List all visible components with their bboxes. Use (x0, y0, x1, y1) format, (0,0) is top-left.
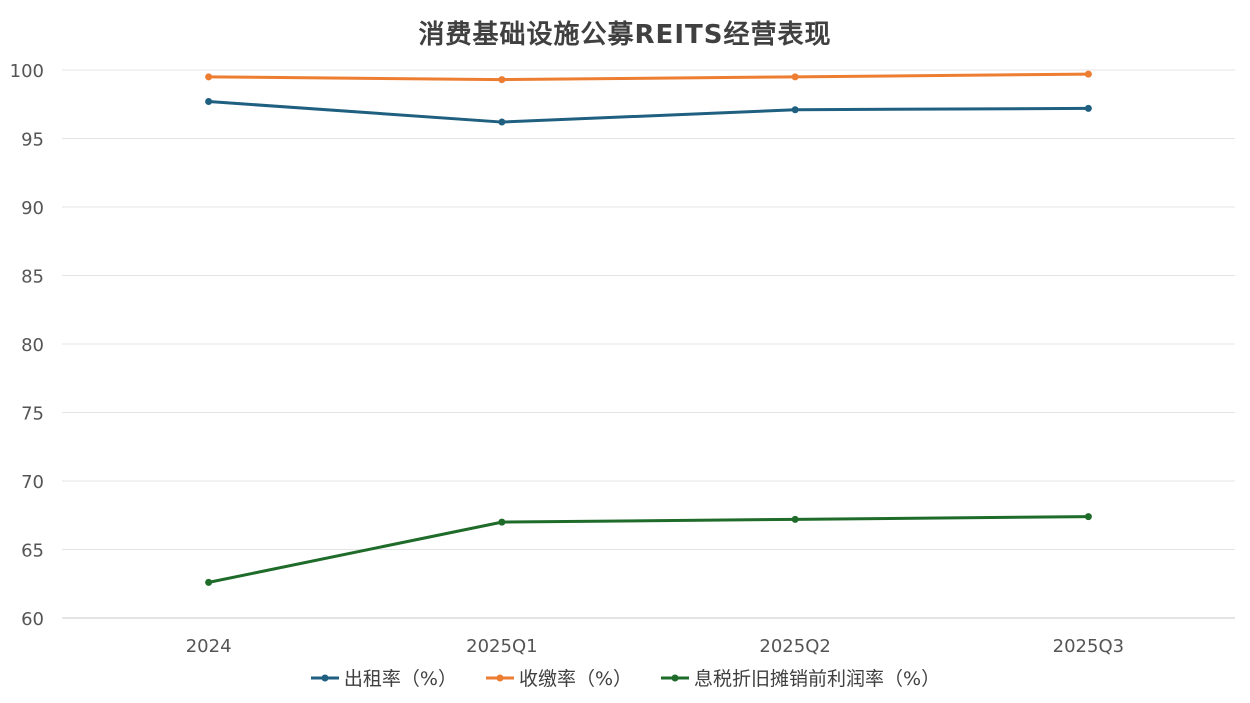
series-0 (205, 98, 1092, 126)
line-chart: 60 65 70 75 80 85 90 95 100 2024 2025Q1 2025Q2 2025… (10, 61, 1235, 657)
data-point (1084, 513, 1092, 521)
legend: 出租率（%） 收缴率（%） 息税折旧摊销前利润率（%） (0, 664, 1250, 691)
x-axis-ticks: 2024 2025Q1 2025Q2 2025Q3 (186, 636, 1124, 657)
data-point (1084, 104, 1092, 112)
legend-label: 收缴率（%） (518, 668, 633, 690)
y-tick-label: 60 (21, 609, 44, 630)
x-tick-label: 2025Q1 (466, 636, 537, 657)
data-point (791, 106, 799, 114)
series-line (208, 100, 1089, 124)
legend-item: 息税折旧摊销前利润率（%） (660, 664, 940, 691)
data-point (205, 73, 213, 81)
data-point (791, 515, 799, 523)
series-lines (205, 70, 1092, 586)
data-point (498, 76, 506, 84)
x-tick-label: 2025Q3 (1053, 636, 1124, 657)
data-point (791, 73, 799, 81)
chart-title: 消费基础设施公募REITS经营表现 (418, 20, 832, 50)
legend-swatch (485, 674, 514, 681)
x-tick-label: 2024 (186, 636, 232, 657)
data-point (205, 98, 213, 106)
series-line (208, 72, 1089, 82)
legend-label: 出租率（%） (343, 668, 457, 690)
data-point (205, 578, 213, 586)
gridlines (62, 69, 1235, 619)
data-point (498, 518, 506, 526)
x-tick-label: 2025Q2 (759, 636, 830, 657)
y-tick-label: 90 (21, 198, 44, 219)
legend-item: 出租率（%） (310, 664, 457, 691)
legend-item: 收缴率（%） (485, 664, 632, 691)
legend-label: 息税折旧摊销前利润率（%） (694, 668, 941, 690)
y-tick-label: 80 (21, 335, 44, 356)
y-tick-label: 65 (21, 541, 44, 562)
legend-swatch (661, 674, 690, 681)
series-line (208, 515, 1089, 584)
series-2 (205, 513, 1092, 586)
y-tick-label: 70 (21, 472, 44, 493)
y-tick-label: 95 (21, 130, 44, 151)
y-tick-label: 75 (21, 404, 44, 425)
legend-swatch (310, 674, 339, 681)
y-tick-label: 100 (10, 61, 44, 82)
data-point (1084, 70, 1092, 78)
y-axis-ticks: 60 65 70 75 80 85 90 95 100 (10, 61, 44, 630)
data-point (498, 118, 506, 126)
series-1 (205, 70, 1092, 84)
y-tick-label: 85 (21, 267, 44, 288)
